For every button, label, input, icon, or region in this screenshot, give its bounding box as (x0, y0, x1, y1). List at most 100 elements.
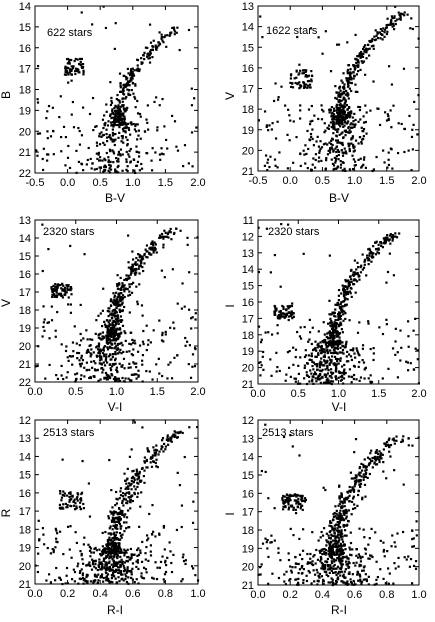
panel-6-point (318, 549, 321, 552)
panel-2-point (338, 87, 341, 90)
panel-1-point (95, 125, 98, 128)
panel-6-point (319, 560, 322, 563)
panel-1-point (173, 28, 176, 31)
panel-2-point (311, 119, 314, 122)
panel-6-point (345, 512, 348, 515)
panel-1-ytick-label: 16 (19, 43, 31, 55)
panel-6-point (355, 561, 358, 564)
panel-4-point (285, 313, 289, 316)
panel-3-point (190, 327, 193, 330)
panel-5-point (140, 467, 144, 470)
panel-1-point (131, 82, 135, 85)
panel-4-point (337, 313, 340, 316)
panel-6-point (317, 580, 320, 583)
panel-6-point (265, 541, 268, 544)
panel-4-point (347, 353, 351, 356)
panel-4-point (257, 270, 260, 274)
panel-2-point (280, 85, 283, 88)
panel-3-point (113, 308, 116, 311)
panel-3-point (102, 368, 105, 371)
panel-4-point (414, 347, 417, 350)
panel-6-point (340, 519, 343, 522)
panel-1-point (149, 52, 152, 55)
panel-5-point (141, 426, 144, 429)
panel-5-point (77, 562, 80, 565)
panel-4-point (388, 234, 392, 237)
panel-1-point (93, 168, 96, 171)
panel-5-point (54, 546, 57, 549)
panel-6-point (287, 496, 290, 499)
panel-5-point (117, 571, 120, 575)
panel-4-point (273, 311, 276, 314)
panel-6-point (368, 462, 371, 465)
panel-5-point (112, 562, 116, 565)
panel-3-point (95, 354, 98, 357)
panel-5-point (130, 554, 133, 557)
panel-1-point (104, 159, 107, 162)
panel-1-point (145, 151, 148, 155)
panel-4-point (353, 271, 356, 274)
panel-6-point (340, 530, 343, 534)
panel-4-point (275, 309, 278, 312)
panel-4-point (322, 321, 325, 324)
panel-1-point (66, 57, 70, 61)
panel-6-point (352, 579, 355, 583)
panel-4-point (349, 292, 352, 295)
panel-5-ytick-label: 19 (19, 543, 31, 555)
panel-6-point (335, 550, 338, 553)
panel-5-point (160, 448, 163, 451)
panel-4-point (324, 343, 328, 346)
panel-4-point (296, 330, 299, 334)
panel-2-point (329, 121, 333, 124)
panel-5-point (80, 552, 83, 556)
panel-6-point (297, 497, 300, 500)
panel-4-point (284, 313, 287, 317)
panel-4-point (259, 341, 263, 344)
panel-4-point (316, 368, 319, 371)
panel-6-point (334, 559, 338, 562)
panel-6-point (342, 573, 345, 576)
panel-3-point (60, 374, 63, 377)
panel-5-point (95, 549, 98, 552)
panel-2-point (410, 17, 413, 20)
panel-5-point (61, 582, 64, 586)
panel-4-point (342, 319, 345, 322)
panel-5-point (118, 531, 122, 535)
panel-2-point (339, 125, 342, 128)
panel-4-point (299, 356, 302, 359)
panel-2-point (385, 24, 388, 27)
panel-3-point (71, 363, 74, 366)
panel-1-point (52, 153, 55, 156)
panel-5-point (71, 495, 74, 498)
panel-3-point (161, 374, 164, 378)
panel-5-point (115, 547, 118, 550)
panel-5-point (79, 501, 82, 504)
panel-5-point (123, 548, 126, 551)
panel-3-point (111, 355, 114, 359)
panel-6-point (352, 477, 355, 480)
panel-2-point (334, 147, 337, 150)
panel-4-point (320, 345, 323, 349)
panel-4-point (356, 331, 360, 334)
panel-4-point (312, 368, 315, 371)
panel-6-point (400, 440, 403, 444)
panel-1-point (81, 66, 84, 69)
panel-3-point (135, 373, 138, 376)
panel-2-point (342, 118, 345, 122)
panel-3-point (41, 335, 44, 338)
panel-1-point (142, 54, 145, 57)
panel-1-point (47, 153, 50, 156)
panel-5-point (124, 577, 127, 581)
panel-5-point (133, 491, 136, 494)
panel-5-point (144, 552, 147, 555)
panel-2-point (375, 155, 378, 159)
panel-2-point (308, 123, 312, 126)
panel-6-point (353, 485, 356, 488)
panel-5-point (98, 562, 101, 565)
panel-6-point (289, 499, 292, 502)
panel-2-point (411, 27, 414, 31)
panel-3-point (92, 360, 96, 363)
panel-6-point (337, 546, 340, 549)
panel-4-point (372, 255, 375, 259)
panel-5-point (110, 532, 113, 535)
